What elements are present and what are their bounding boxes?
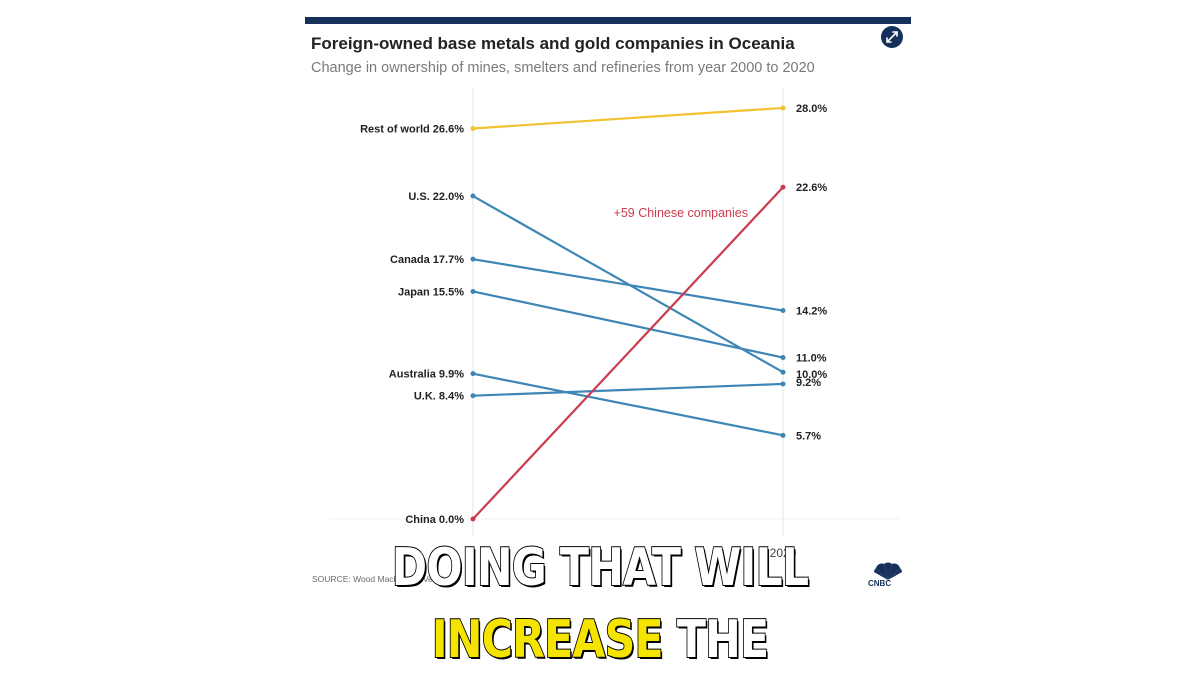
series-line-japan xyxy=(472,290,784,359)
point-end-u-s xyxy=(780,369,786,375)
label-end-canada: 14.2% xyxy=(796,306,827,318)
label-end-u-k: 9.2% xyxy=(796,377,821,389)
point-end-china xyxy=(780,184,786,190)
point-end-rest-of-world xyxy=(780,105,786,111)
point-start-u-s xyxy=(470,193,476,199)
point-start-rest-of-world xyxy=(470,126,476,132)
chart-subtitle: Change in ownership of mines, smelters a… xyxy=(311,60,815,76)
cnbc-peacock-icon xyxy=(874,562,902,580)
series-line-china xyxy=(472,186,784,520)
point-start-australia xyxy=(470,371,476,377)
label-start-u-k: U.K. 8.4% xyxy=(414,391,464,403)
caption-line-2: INCREASE THE xyxy=(108,609,1092,671)
label-start-canada: Canada 17.7% xyxy=(390,254,464,266)
label-end-china: 22.6% xyxy=(796,182,827,194)
series-line-rest-of-world xyxy=(472,106,784,130)
series-line-australia xyxy=(472,372,784,437)
label-start-japan: Japan 15.5% xyxy=(398,286,464,298)
label-end-u-s: 10.0% xyxy=(796,369,827,381)
header-bar xyxy=(305,17,911,24)
label-start-u-s: U.S. 22.0% xyxy=(408,191,464,203)
caption-line-1: DOING THAT WILL xyxy=(391,537,810,599)
point-end-australia xyxy=(780,432,786,438)
point-start-china xyxy=(470,516,476,522)
label-start-china: China 0.0% xyxy=(405,514,464,526)
label-end-japan: 11.0% xyxy=(796,353,827,365)
caption-rest: THE xyxy=(662,609,770,671)
point-end-u-k xyxy=(780,381,786,387)
x-tick-label-2020: 2020 xyxy=(770,546,797,560)
expand-icon[interactable] xyxy=(881,26,903,48)
caption-highlight-word: INCREASE xyxy=(431,609,665,671)
label-start-australia: Australia 9.9% xyxy=(389,369,464,381)
point-start-canada xyxy=(470,256,476,262)
point-start-japan xyxy=(470,288,476,294)
source-note: SOURCE: Wood Mackenzie, Verisk xyxy=(312,574,446,584)
label-end-rest-of-world: 28.0% xyxy=(796,103,827,115)
label-end-australia: 5.7% xyxy=(796,430,821,442)
point-start-u-k xyxy=(470,393,476,399)
point-end-japan xyxy=(780,355,786,361)
chart-title: Foreign-owned base metals and gold compa… xyxy=(311,34,795,53)
series-line-u-k xyxy=(472,382,784,397)
logo-text: CNBC xyxy=(868,579,892,588)
annotation-chinese-companies: +59 Chinese companies xyxy=(614,206,748,220)
label-start-rest-of-world: Rest of world 26.6% xyxy=(360,124,464,136)
point-end-canada xyxy=(780,308,786,314)
series-line-canada xyxy=(472,258,784,312)
